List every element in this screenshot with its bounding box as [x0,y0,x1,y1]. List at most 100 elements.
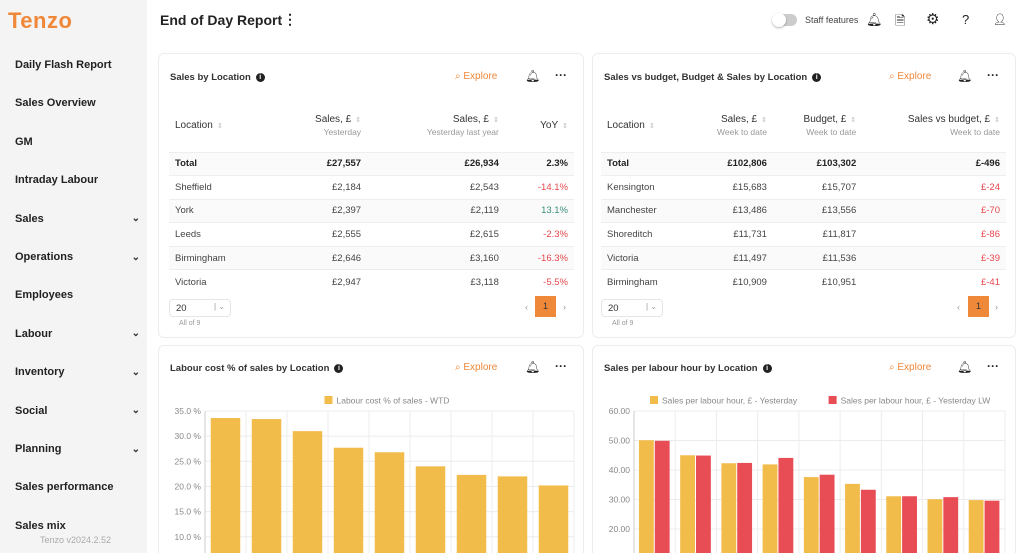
sidebar-item-label: Inventory [15,366,65,379]
bar [333,447,364,553]
bar [778,457,794,553]
sidebar-item-label: Planning [15,443,62,455]
table-cell: £-86 [862,222,1006,247]
bell-icon[interactable]: 🔔︎ [525,69,541,83]
sidebar-item-label: Sales [15,212,44,225]
bar [696,455,711,553]
page-1-button[interactable]: 1 [968,296,989,317]
sort-icon[interactable]: ⇕ [216,123,223,131]
next-page-button[interactable]: › [563,302,566,312]
row-count-label: All of 9 [612,320,634,327]
more-options-icon[interactable]: ··· [555,359,567,373]
more-options-icon[interactable]: ··· [987,359,999,373]
table-cell: £10,909 [687,269,773,294]
chevron-down-icon: ⌄ [131,405,140,417]
explore-button[interactable]: ⌕ Explore [889,71,932,82]
info-icon[interactable]: i [762,364,772,373]
info-icon[interactable]: i [812,73,822,82]
sidebar-item-label: GM [15,135,33,148]
bar [721,463,737,553]
table-cell: £2,184 [271,175,368,200]
table-row: York £2,397 £2,119 13.1% [169,198,574,223]
table-cell: £11,536 [772,245,863,270]
document-icon[interactable]: 🗎 [895,13,906,28]
table-cell: £-41 [862,269,1006,294]
info-icon[interactable]: i [334,364,344,373]
column-header[interactable]: Sales, £ ⇕ Yesterday [315,114,362,138]
sort-icon[interactable]: ⇕ [562,123,568,131]
sort-icon[interactable]: ⇕ [761,117,767,125]
more-options-icon[interactable]: ··· [555,68,567,82]
sidebar-item-labour[interactable]: Labour ⌄ [15,328,140,340]
table-cell: Total [169,151,272,176]
table-cell: £15,707 [772,175,863,200]
sort-icon[interactable]: ⇕ [850,117,857,125]
explore-button[interactable]: ⌕ Explore [889,362,932,373]
sidebar: Tenzo Daily Flash Report Sales Overview GM… [0,0,147,553]
bell-icon[interactable]: 🔔︎ [957,360,973,374]
more-options-icon[interactable]: ⋮ [283,11,297,27]
sort-icon[interactable]: ⇕ [355,117,362,125]
staff-features-toggle[interactable] [772,13,797,27]
table-cell: Birmingham [601,269,688,294]
sales-by-location-table: Location ⇕ Sales, £ ⇕ Yesterday Sales, £ ⇕ Yest… [169,100,574,294]
sidebar-item-gm[interactable]: GM [15,136,140,148]
bell-icon[interactable]: 🔔︎ [866,12,883,27]
info-icon[interactable]: i [255,73,265,82]
column-header[interactable]: Sales, £ ⇕ Yesterday last year [426,114,499,138]
explore-button[interactable]: ⌕ Explore [455,71,498,82]
table-cell: £2,119 [367,198,505,223]
sidebar-item-sales[interactable]: Sales ⌄ [15,213,140,225]
sort-icon[interactable]: ⇕ [648,123,655,131]
page-size-select[interactable]: 20 | ⌄ [169,299,231,317]
bar [902,496,917,553]
bar [984,500,1000,553]
sidebar-item-sales-performance[interactable]: Sales performance [15,481,140,493]
next-page-button[interactable]: › [995,302,998,312]
table-cell: Leeds [169,222,272,247]
sort-icon[interactable]: ⇕ [994,117,1000,125]
sidebar-item-operations[interactable]: Operations ⌄ [15,251,140,263]
sidebar-item-inventory[interactable]: Inventory ⌄ [15,366,140,378]
prev-page-button[interactable]: ‹ [525,302,528,312]
column-header[interactable]: Location ⇕ [607,120,655,132]
column-header[interactable]: Location ⇕ [175,120,223,132]
table-cell: £2,555 [271,222,368,247]
page-size-select[interactable]: 20 | ⌄ [601,299,663,317]
bar [251,419,282,553]
column-header[interactable]: Budget, £ ⇕ Week to date [803,114,857,138]
explore-button[interactable]: ⌕ Explore [455,362,498,373]
sidebar-item-label: Employees [15,289,74,302]
table-row: Leeds £2,555 £2,615 -2.3% [169,222,574,247]
sidebar-item-social[interactable]: Social ⌄ [15,405,140,417]
help-icon[interactable]: ? [962,12,970,27]
bell-icon[interactable]: 🔔︎ [525,360,541,374]
user-icon[interactable]: 👤︎ [993,14,1007,26]
sort-icon[interactable]: ⇕ [493,117,499,125]
sidebar-item-label: Sales mix [15,519,66,532]
sidebar-item-daily-flash-report[interactable]: Daily Flash Report [15,59,140,71]
sidebar-item-intraday-labour[interactable]: Intraday Labour [15,174,140,186]
column-header[interactable]: Sales vs budget, £ ⇕ Week to date [907,114,1000,138]
table-cell: -16.3% [504,245,574,270]
sidebar-item-sales-mix[interactable]: Sales mix [15,520,140,532]
bell-icon[interactable]: 🔔︎ [957,69,973,83]
table-cell: £-70 [862,198,1006,223]
sidebar-item-planning[interactable]: Planning ⌄ [15,443,140,455]
total-row: Total £102,806 £103,302 £-496 [601,151,1006,176]
column-header[interactable]: YoY ⇕ [540,120,568,132]
gear-icon[interactable]: ⚙ [926,11,940,28]
column-header[interactable]: Sales, £ ⇕ Week to date [717,114,767,138]
sidebar-item-label: Operations [15,251,74,263]
sidebar-item-employees[interactable]: Employees [15,289,140,301]
table-cell: Kensington [601,175,688,200]
page-1-button[interactable]: 1 [535,296,556,317]
bar [762,464,778,553]
more-options-icon[interactable]: ··· [987,68,999,82]
prev-page-button[interactable]: ‹ [957,302,960,312]
bar [292,431,323,553]
tenzo-logo[interactable]: Tenzo [8,8,73,33]
sidebar-item-sales-overview[interactable]: Sales Overview [15,97,140,109]
table-cell: £13,556 [772,198,863,223]
chevron-down-icon: ⌄ [131,443,140,455]
